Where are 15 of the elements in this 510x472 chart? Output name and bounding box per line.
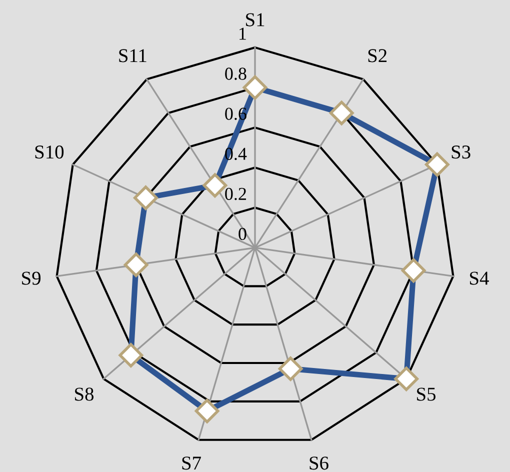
spoke-label: S1 bbox=[246, 13, 264, 26]
y-tick-label: 0 bbox=[238, 228, 246, 240]
y-tick-label: 0.2 bbox=[225, 188, 246, 200]
spoke-label: S3 bbox=[452, 146, 470, 159]
spoke-label: S5 bbox=[417, 388, 436, 401]
spoke-label: S8 bbox=[75, 388, 94, 401]
spoke-label: S4 bbox=[470, 272, 489, 285]
y-tick-label: 0.8 bbox=[225, 68, 246, 80]
y-tick-label: 1 bbox=[240, 28, 246, 40]
spoke-label: S6 bbox=[310, 456, 328, 470]
spoke-label: S11 bbox=[119, 49, 146, 62]
spoke-label: S10 bbox=[35, 145, 64, 159]
spoke-label: S9 bbox=[22, 272, 40, 285]
spoke-label: S2 bbox=[368, 49, 387, 62]
spoke-label: S7 bbox=[182, 456, 201, 470]
